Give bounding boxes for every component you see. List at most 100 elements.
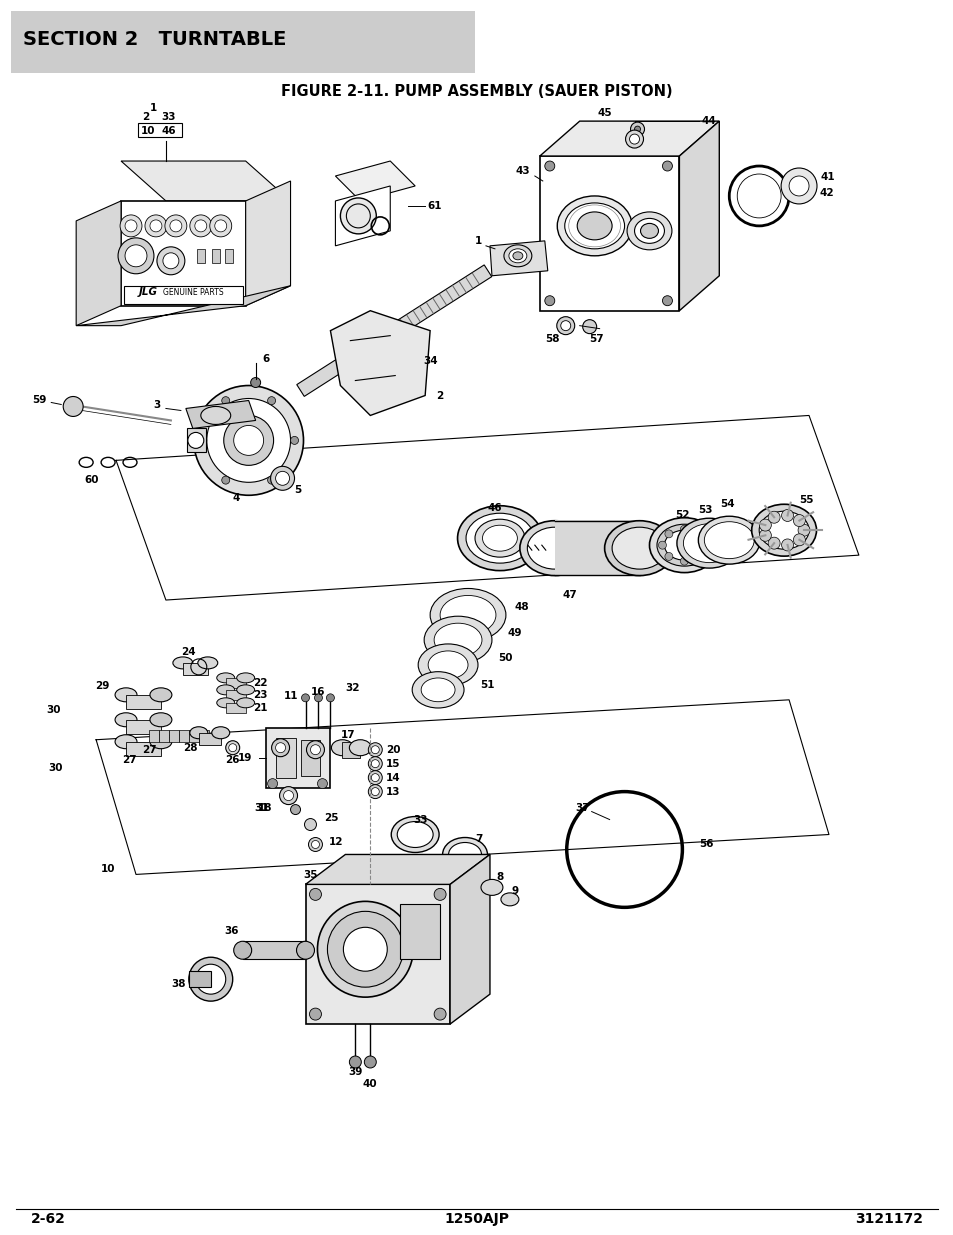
Text: 61: 61 bbox=[427, 201, 441, 211]
Text: 9: 9 bbox=[511, 887, 517, 897]
Ellipse shape bbox=[480, 879, 502, 895]
Circle shape bbox=[314, 694, 322, 701]
Ellipse shape bbox=[564, 203, 624, 248]
Ellipse shape bbox=[457, 506, 541, 571]
Circle shape bbox=[560, 321, 570, 331]
Text: SECTION 2   TURNTABLE: SECTION 2 TURNTABLE bbox=[23, 30, 287, 49]
Circle shape bbox=[304, 819, 316, 830]
Ellipse shape bbox=[236, 685, 254, 695]
Circle shape bbox=[275, 472, 290, 485]
Polygon shape bbox=[76, 285, 291, 326]
Circle shape bbox=[198, 436, 207, 445]
Polygon shape bbox=[555, 520, 639, 576]
Ellipse shape bbox=[482, 525, 517, 551]
Circle shape bbox=[291, 804, 300, 815]
Circle shape bbox=[544, 295, 555, 306]
Text: 12: 12 bbox=[328, 837, 342, 847]
Circle shape bbox=[343, 927, 387, 971]
Circle shape bbox=[582, 320, 596, 333]
Ellipse shape bbox=[216, 698, 234, 708]
Circle shape bbox=[210, 215, 232, 237]
Text: 50: 50 bbox=[497, 653, 512, 663]
Polygon shape bbox=[187, 429, 206, 452]
Circle shape bbox=[120, 215, 142, 237]
Ellipse shape bbox=[331, 740, 353, 756]
Circle shape bbox=[224, 415, 274, 466]
Ellipse shape bbox=[428, 651, 468, 679]
Text: 4: 4 bbox=[232, 493, 239, 504]
Circle shape bbox=[312, 841, 319, 848]
Text: 54: 54 bbox=[720, 499, 734, 509]
Ellipse shape bbox=[527, 527, 581, 569]
Polygon shape bbox=[189, 730, 198, 742]
Polygon shape bbox=[246, 182, 291, 306]
Text: 7: 7 bbox=[475, 835, 482, 845]
Polygon shape bbox=[335, 161, 415, 201]
Ellipse shape bbox=[349, 740, 371, 756]
Text: 19: 19 bbox=[238, 752, 253, 763]
Circle shape bbox=[679, 525, 688, 534]
Bar bbox=[400, 904, 439, 960]
Circle shape bbox=[190, 215, 212, 237]
Ellipse shape bbox=[442, 837, 487, 872]
Text: 47: 47 bbox=[561, 590, 577, 600]
Text: 2: 2 bbox=[436, 390, 443, 400]
Circle shape bbox=[661, 295, 672, 306]
Circle shape bbox=[317, 902, 413, 997]
Text: 22: 22 bbox=[253, 678, 267, 688]
Circle shape bbox=[695, 552, 703, 561]
Text: 35: 35 bbox=[303, 871, 317, 881]
Circle shape bbox=[310, 745, 320, 755]
Ellipse shape bbox=[448, 842, 481, 867]
Ellipse shape bbox=[190, 726, 208, 739]
Ellipse shape bbox=[430, 588, 505, 641]
Text: 10: 10 bbox=[140, 126, 155, 136]
Circle shape bbox=[368, 784, 382, 799]
Circle shape bbox=[793, 534, 804, 546]
Text: 44: 44 bbox=[700, 116, 716, 126]
Circle shape bbox=[737, 174, 781, 217]
Circle shape bbox=[188, 432, 204, 448]
Text: 13: 13 bbox=[386, 787, 400, 797]
Circle shape bbox=[309, 1008, 321, 1020]
Text: 60: 60 bbox=[84, 475, 98, 485]
Bar bbox=[300, 740, 320, 776]
Text: 28: 28 bbox=[183, 742, 198, 752]
Text: 29: 29 bbox=[94, 680, 109, 690]
Text: 1: 1 bbox=[150, 104, 156, 114]
Text: 26: 26 bbox=[225, 755, 240, 764]
Circle shape bbox=[658, 541, 666, 550]
Text: GENUINE PARTS: GENUINE PARTS bbox=[163, 288, 223, 296]
Ellipse shape bbox=[420, 678, 455, 701]
Ellipse shape bbox=[639, 224, 658, 238]
Text: 27: 27 bbox=[122, 755, 136, 764]
Circle shape bbox=[301, 694, 309, 701]
Circle shape bbox=[664, 530, 672, 538]
Text: 56: 56 bbox=[699, 840, 713, 850]
Text: 21: 21 bbox=[253, 703, 267, 713]
Polygon shape bbox=[186, 400, 255, 429]
Ellipse shape bbox=[216, 673, 234, 683]
Text: 25: 25 bbox=[324, 813, 338, 823]
Ellipse shape bbox=[663, 530, 703, 561]
Circle shape bbox=[368, 757, 382, 771]
Circle shape bbox=[767, 537, 780, 550]
Circle shape bbox=[157, 247, 185, 274]
Circle shape bbox=[195, 965, 226, 994]
Polygon shape bbox=[178, 730, 189, 742]
Text: 30: 30 bbox=[47, 705, 61, 715]
Circle shape bbox=[661, 161, 672, 170]
Ellipse shape bbox=[150, 735, 172, 748]
Circle shape bbox=[701, 541, 710, 550]
Ellipse shape bbox=[500, 893, 518, 905]
Polygon shape bbox=[335, 186, 390, 246]
Text: 49: 49 bbox=[507, 627, 522, 638]
Ellipse shape bbox=[212, 726, 230, 739]
Ellipse shape bbox=[677, 519, 740, 568]
Ellipse shape bbox=[233, 941, 252, 960]
Text: 30: 30 bbox=[49, 763, 63, 773]
Text: 15: 15 bbox=[386, 758, 400, 768]
Circle shape bbox=[544, 161, 555, 170]
Circle shape bbox=[283, 790, 294, 800]
Polygon shape bbox=[539, 156, 679, 311]
